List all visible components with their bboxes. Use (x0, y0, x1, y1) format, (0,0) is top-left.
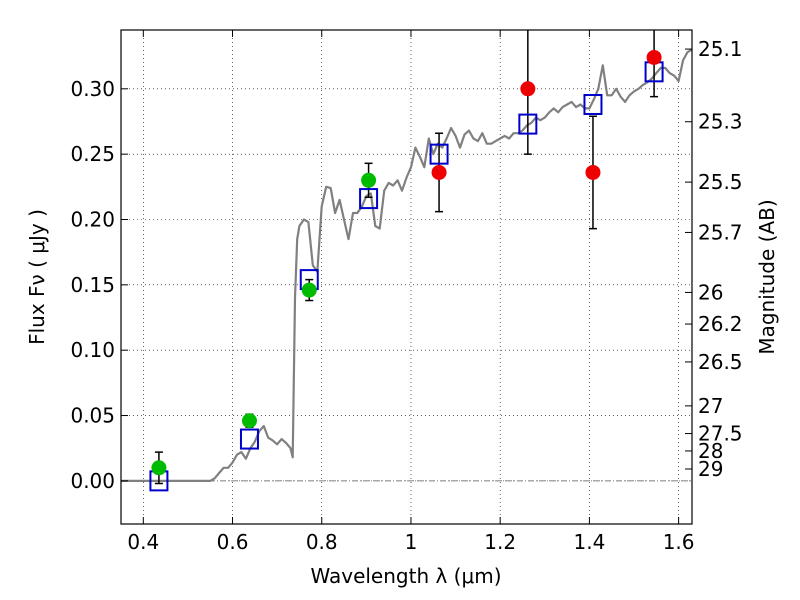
grid-lines (121, 30, 692, 524)
template-spectrum-line (121, 48, 693, 482)
model-flux-square (429, 143, 449, 165)
nir-photometry-point (520, 81, 536, 97)
model-flux-square (583, 93, 603, 115)
y-tick-label: 0.15 (70, 273, 115, 297)
magnitude-tick-label: 29 (698, 457, 723, 481)
x-tick-label: 0.4 (127, 530, 159, 554)
magnitude-tick-label: 28 (698, 439, 723, 463)
optical-photometry-point (361, 172, 377, 188)
magnitude-tick-label: 25.5 (698, 170, 743, 194)
model-flux-square (518, 113, 538, 135)
model-flux-square (239, 428, 259, 450)
model-flux-square (359, 188, 379, 210)
x-tick-label: 1.4 (573, 530, 605, 554)
x-tick-label: 1.2 (484, 530, 516, 554)
x-tick-label: 1 (405, 530, 418, 554)
x-axis-title: Wavelength λ (μm) (310, 564, 501, 588)
y-tick-label: 0.10 (70, 338, 115, 362)
y-tick-label: 0.30 (70, 77, 115, 101)
plot-frame (120, 29, 693, 525)
magnitude-tick-label: 25.7 (698, 220, 743, 244)
x-tick-label: 1.6 (663, 530, 695, 554)
nir-photometry-point (585, 164, 601, 180)
optical-photometry-point (151, 460, 167, 476)
plot-area (121, 30, 693, 492)
y-axis-title: Flux Fν ( μJy ) (25, 209, 49, 345)
y-tick-label: 0.00 (70, 469, 115, 493)
magnitude-tick-label: 27.5 (698, 422, 743, 446)
nir-photometry-point (431, 164, 447, 180)
magnitude-tick-label: 27 (698, 394, 723, 418)
y2-axis-title: Magnitude (AB) (755, 199, 779, 354)
y-tick-label: 0.20 (70, 207, 115, 231)
nir-photometry-point (646, 49, 662, 65)
y-tick-label: 0.05 (70, 404, 115, 428)
axes: 0.4 0.6 0.8 1 1.2 1.4 1.6 0.00 0.05 0.10 0.15 0.20 0… (70, 30, 743, 554)
magnitude-tick-label: 26.2 (698, 312, 743, 336)
magnitude-tick-label: 26 (698, 280, 723, 304)
x-tick-label: 0.8 (306, 530, 338, 554)
x-tick-label: 0.6 (217, 530, 249, 554)
magnitude-tick-label: 26.5 (698, 350, 743, 374)
y-tick-label: 0.25 (70, 142, 115, 166)
optical-photometry-point (301, 282, 317, 298)
optical-photometry-point (241, 413, 257, 429)
magnitude-tick-label: 25.1 (698, 37, 743, 61)
magnitude-tick-label: 25.3 (698, 110, 743, 134)
